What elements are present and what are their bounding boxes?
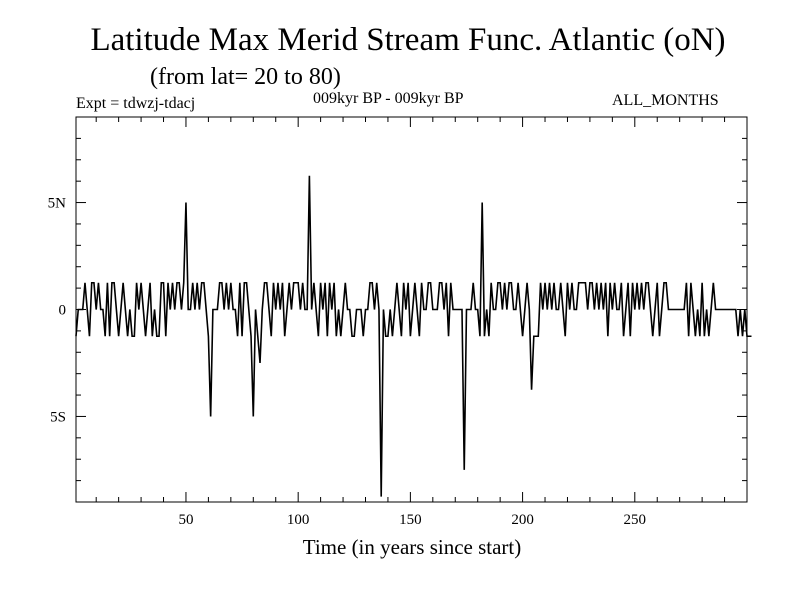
x-tick-label: 150 <box>399 512 422 528</box>
chart-subtitle: (from lat= 20 to 80) <box>150 64 341 90</box>
months-label: ALL_MONTHS <box>612 92 719 109</box>
series-line <box>75 175 752 497</box>
plot-frame <box>75 116 748 503</box>
x-tick-label: 200 <box>511 512 534 528</box>
chart-title: Latitude Max Merid Stream Func. Atlantic… <box>90 22 726 58</box>
period-label: 009kyr BP - 009kyr BP <box>313 90 464 107</box>
x-axis-label: Time (in years since start) <box>302 535 522 559</box>
axis-ticks <box>76 116 748 503</box>
y-tick-label: 0 <box>59 303 67 319</box>
x-tick-label: 100 <box>287 512 310 528</box>
x-tick-label: 50 <box>178 512 193 528</box>
y-tick-label: 5S <box>50 409 66 425</box>
x-tick-label: 250 <box>624 512 647 528</box>
tick-labels: 50 100 150 200 250 5N 0 5S <box>48 196 646 528</box>
y-tick-label: 5N <box>48 196 67 212</box>
experiment-label: Expt = tdwzj-tdacj <box>76 95 196 112</box>
